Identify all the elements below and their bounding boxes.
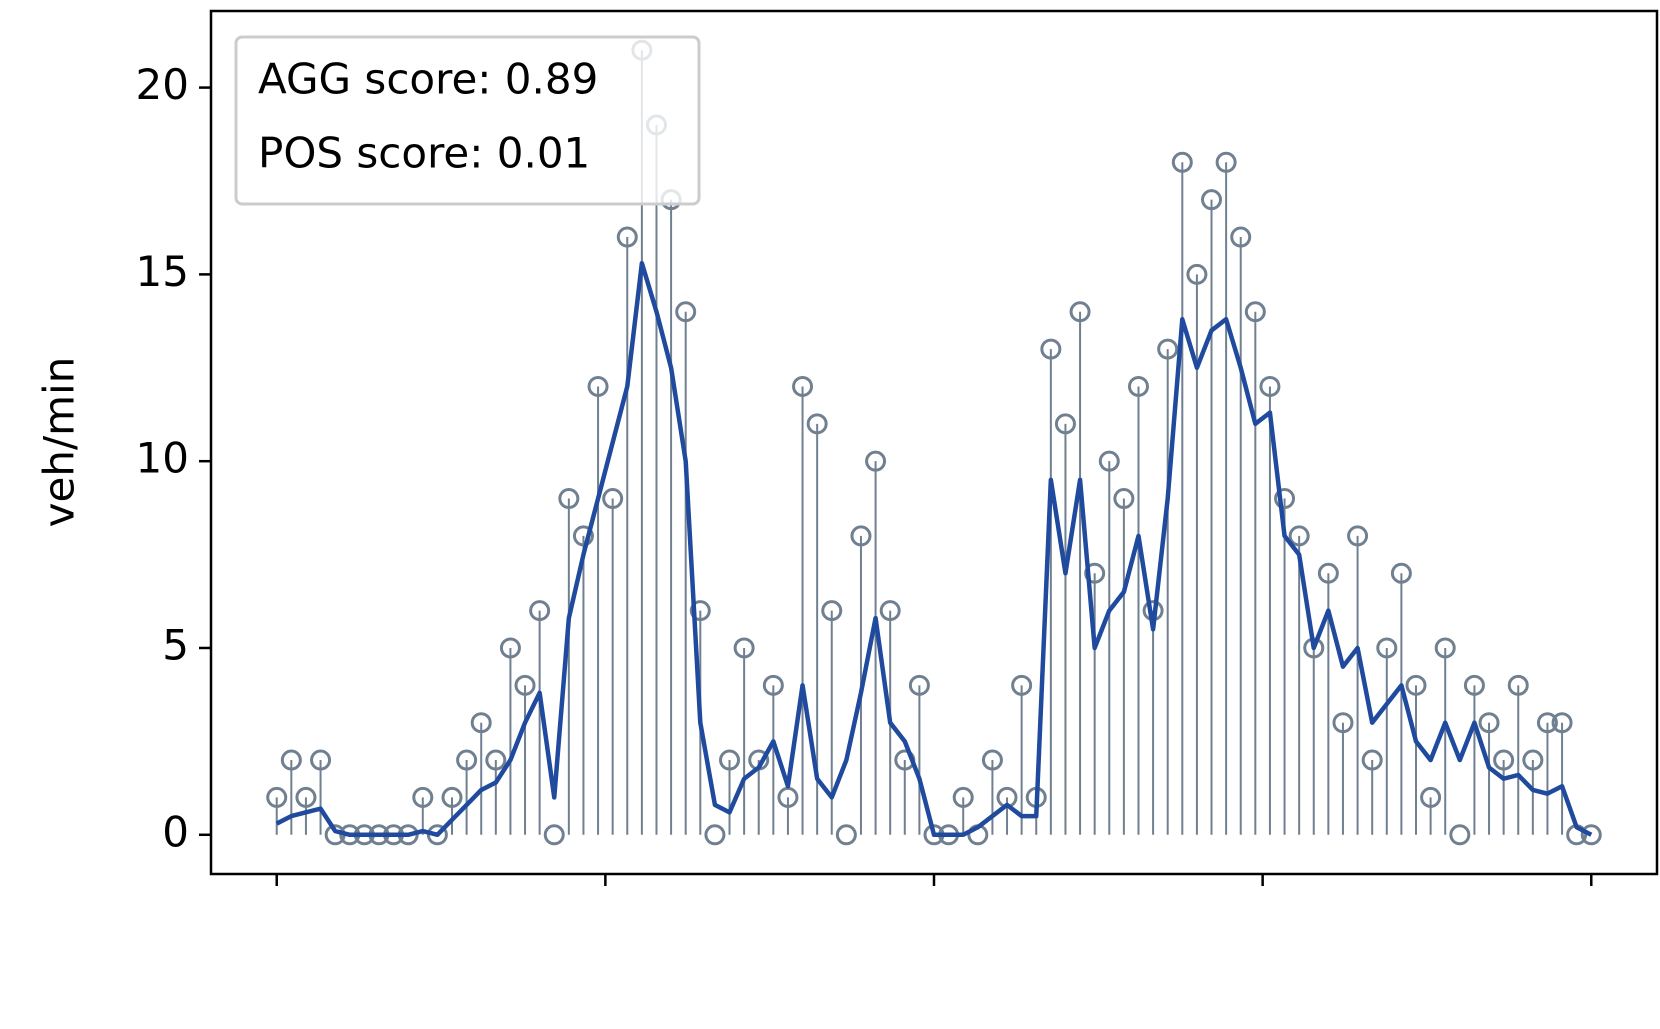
stem-marker	[543, 824, 565, 846]
stem-marker	[529, 600, 551, 622]
stem-marker	[1157, 338, 1179, 360]
stem-marker	[850, 525, 872, 547]
stem-marker	[1580, 824, 1602, 846]
stem-marker	[1376, 637, 1398, 659]
stem-marker	[412, 786, 434, 808]
y-axis-label: veh/min	[35, 357, 84, 528]
stem-marker	[514, 674, 536, 696]
stem-marker	[1449, 824, 1471, 846]
stem-marker	[485, 749, 507, 771]
stem-marker	[1493, 749, 1515, 771]
stem-marker	[558, 488, 580, 510]
stem-marker	[1230, 226, 1252, 248]
stem-marker	[456, 749, 478, 771]
stem-marker	[865, 450, 887, 472]
stem-marker	[762, 674, 784, 696]
stem-marker	[470, 712, 492, 734]
stem-marker	[616, 226, 638, 248]
stem-marker	[908, 674, 930, 696]
stem-marker	[821, 600, 843, 622]
stem-marker	[1434, 637, 1456, 659]
stem-marker	[1390, 562, 1412, 584]
stem-marker	[879, 600, 901, 622]
stem-marker	[1347, 525, 1369, 547]
stem-marker	[1420, 786, 1442, 808]
stem-marker	[1478, 712, 1500, 734]
stem-marker	[1069, 301, 1091, 323]
stem-marker	[1522, 749, 1544, 771]
stem-marker	[441, 786, 463, 808]
y-tick-label: 15	[136, 247, 189, 296]
stem-marker	[806, 413, 828, 435]
stem-marker	[1507, 674, 1529, 696]
stem-marker	[1361, 749, 1383, 771]
stem-marker	[602, 488, 624, 510]
stem-marker	[719, 749, 741, 771]
plot-frame	[209, 9, 1659, 876]
stem-marker	[1536, 712, 1558, 734]
stem-marker	[310, 749, 332, 771]
stem-marker	[1332, 712, 1354, 734]
stem-marker	[280, 749, 302, 771]
stem-marker	[266, 786, 288, 808]
annotation: AGG score: 0.89	[258, 55, 598, 104]
stem-marker	[1084, 562, 1106, 584]
stem-marker	[1186, 263, 1208, 285]
annotation: POS score: 0.01	[258, 129, 590, 178]
stem-marker	[1317, 562, 1339, 584]
stem-marker	[835, 824, 857, 846]
y-tick-label: 5	[162, 620, 189, 669]
stem-marker	[792, 375, 814, 397]
stem-marker	[704, 824, 726, 846]
y-tick-label: 20	[136, 60, 189, 109]
y-tick-label: 0	[162, 807, 189, 856]
stem-marker	[1551, 712, 1573, 734]
stem-marker	[1463, 674, 1485, 696]
stem-marker	[952, 786, 974, 808]
stem-marker	[1098, 450, 1120, 472]
stem-marker	[1054, 413, 1076, 435]
stem-marker	[1171, 151, 1193, 173]
stem-marker	[689, 600, 711, 622]
stem-marker	[981, 749, 1003, 771]
stem-marker	[499, 637, 521, 659]
line	[275, 260, 1593, 838]
stem-marker	[1011, 674, 1033, 696]
stem-marker	[295, 786, 317, 808]
stem-marker	[1274, 488, 1296, 510]
stem-marker	[1244, 301, 1266, 323]
stem-marker	[1259, 375, 1281, 397]
annotation-box	[234, 35, 701, 206]
stem-marker	[1040, 338, 1062, 360]
stem-marker	[1215, 151, 1237, 173]
y-tick-label: 10	[136, 434, 189, 483]
stem-marker	[1405, 674, 1427, 696]
stem-marker	[733, 637, 755, 659]
stem-marker	[587, 375, 609, 397]
stem-marker	[1127, 375, 1149, 397]
stem-marker	[1113, 488, 1135, 510]
stem-marker	[572, 525, 594, 547]
stem-marker	[1201, 189, 1223, 211]
stem-marker	[675, 301, 697, 323]
stem-marker	[1288, 525, 1310, 547]
